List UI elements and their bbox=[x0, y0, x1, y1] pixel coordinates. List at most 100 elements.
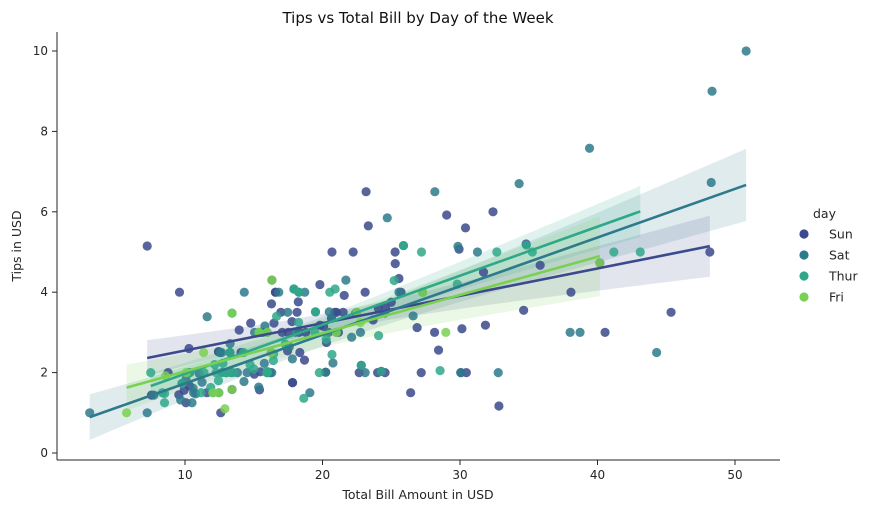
axes bbox=[56, 32, 780, 461]
point-sat bbox=[453, 241, 463, 251]
point-sun bbox=[292, 307, 302, 317]
point-fri bbox=[121, 408, 132, 418]
point-sat bbox=[197, 377, 207, 387]
point-sat bbox=[202, 312, 212, 322]
point-sun bbox=[339, 290, 349, 301]
point-sun bbox=[360, 287, 370, 297]
y-axis-label: Tips in USD bbox=[9, 210, 24, 282]
point-sun bbox=[315, 279, 325, 290]
y-tick-label: 2 bbox=[40, 366, 48, 380]
point-thur bbox=[310, 307, 321, 317]
point-thur bbox=[146, 368, 156, 378]
x-axis-label: Total Bill Amount in USD bbox=[341, 487, 493, 502]
regression-line-sat bbox=[89, 183, 747, 419]
point-thur bbox=[416, 247, 427, 257]
point-thur bbox=[271, 311, 282, 321]
point-sun bbox=[287, 378, 298, 388]
point-sat bbox=[274, 287, 284, 297]
y-ticks: 0 2 4 6 8 10 bbox=[33, 44, 57, 460]
point-sat bbox=[456, 368, 466, 378]
legend-label-sun: Sun bbox=[829, 227, 853, 242]
point-sun bbox=[363, 221, 373, 231]
point-sat bbox=[287, 354, 297, 364]
point-thur bbox=[356, 360, 366, 370]
point-sat bbox=[707, 86, 717, 96]
point-thur bbox=[159, 398, 170, 408]
point-sun bbox=[327, 247, 337, 257]
point-sat bbox=[216, 347, 227, 358]
point-sun bbox=[566, 287, 576, 297]
point-sat bbox=[239, 376, 249, 387]
point-fri bbox=[227, 308, 237, 318]
point-sun bbox=[246, 318, 256, 328]
point-fri bbox=[267, 275, 277, 285]
point-thur bbox=[635, 247, 645, 257]
legend-marker-fri bbox=[799, 292, 809, 302]
point-sun bbox=[600, 327, 610, 337]
point-sun bbox=[416, 368, 426, 378]
point-thur bbox=[299, 393, 309, 403]
point-thur bbox=[327, 349, 337, 360]
point-sun bbox=[390, 259, 400, 269]
point-sun bbox=[174, 287, 185, 297]
point-thur bbox=[249, 364, 259, 374]
point-thur bbox=[268, 355, 279, 366]
point-sat bbox=[382, 213, 392, 223]
point-sat bbox=[239, 287, 249, 297]
point-sun bbox=[293, 297, 303, 307]
y-tick-label: 0 bbox=[40, 446, 48, 460]
point-thur bbox=[376, 366, 386, 376]
point-sun bbox=[488, 207, 498, 217]
point-sun bbox=[460, 223, 471, 233]
point-sun bbox=[457, 324, 467, 334]
point-thur bbox=[228, 368, 238, 378]
point-sat bbox=[347, 332, 357, 342]
point-sat bbox=[176, 395, 186, 405]
point-sun bbox=[494, 401, 504, 411]
x-tick-label: 50 bbox=[727, 468, 742, 482]
point-thur bbox=[398, 240, 409, 251]
y-tick-label: 6 bbox=[40, 205, 48, 219]
point-sat bbox=[575, 327, 585, 337]
point-thur bbox=[492, 247, 502, 257]
point-sat bbox=[493, 368, 503, 378]
point-thur bbox=[293, 317, 304, 327]
point-sat bbox=[394, 287, 404, 297]
chart-title: Tips vs Total Bill by Day of the Week bbox=[281, 9, 553, 27]
point-sun bbox=[295, 347, 305, 358]
legend-label-fri: Fri bbox=[829, 290, 844, 305]
point-fri bbox=[198, 347, 209, 358]
point-sun bbox=[234, 325, 244, 335]
point-thur bbox=[314, 368, 324, 378]
x-ticks: 10 20 30 40 50 bbox=[177, 460, 743, 482]
point-sat bbox=[259, 358, 269, 368]
point-sun bbox=[535, 260, 545, 270]
point-sun bbox=[433, 345, 444, 355]
point-fri bbox=[441, 327, 451, 337]
point-thur bbox=[196, 388, 206, 398]
point-sun bbox=[412, 322, 422, 333]
point-thur bbox=[289, 284, 299, 294]
point-thur bbox=[330, 284, 340, 294]
point-sun bbox=[429, 327, 440, 337]
point-sun bbox=[390, 247, 400, 257]
point-thur bbox=[262, 366, 272, 376]
point-sat bbox=[652, 347, 662, 358]
point-sat bbox=[360, 368, 370, 378]
point-sun bbox=[478, 267, 489, 277]
legend: day Sun Sat Thur Fri bbox=[799, 206, 858, 305]
point-sun bbox=[666, 307, 676, 317]
point-sun bbox=[519, 305, 529, 315]
point-sat bbox=[472, 247, 483, 257]
y-tick-label: 8 bbox=[40, 124, 48, 138]
point-sun bbox=[406, 388, 416, 398]
x-tick-label: 30 bbox=[452, 468, 467, 482]
legend-title: day bbox=[813, 206, 837, 221]
point-thur bbox=[609, 247, 619, 257]
point-thur bbox=[213, 376, 224, 386]
point-fri bbox=[227, 384, 237, 395]
legend-marker-thur bbox=[799, 271, 809, 281]
point-sun bbox=[266, 299, 277, 309]
point-sat bbox=[565, 327, 575, 337]
